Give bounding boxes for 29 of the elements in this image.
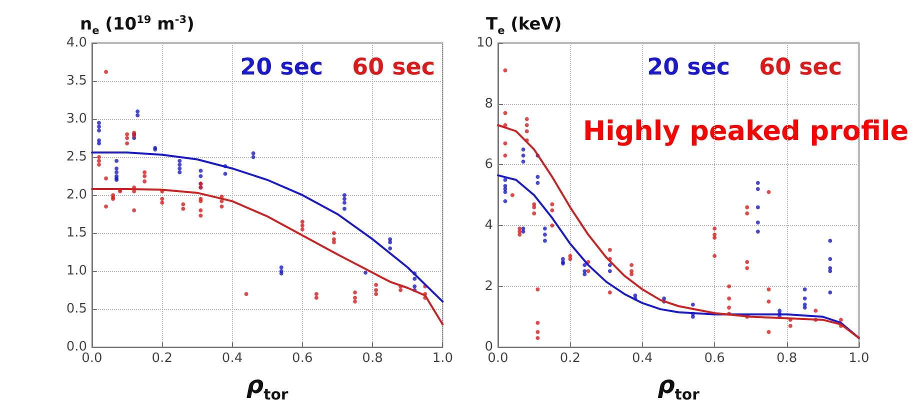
y-tick-label: 3.0 xyxy=(66,112,87,127)
x-tick-label: 0.4 xyxy=(632,351,653,366)
x-tick-label: 1.0 xyxy=(848,351,870,366)
y-tick-label: 1.5 xyxy=(66,226,87,241)
y-tick-label: 4.0 xyxy=(66,36,87,50)
x-tick-label: 0.8 xyxy=(776,351,798,366)
y-tick-label: 1.0 xyxy=(66,264,87,279)
x-tick-label: 0.2 xyxy=(152,351,172,366)
x-tick-label: 1.0 xyxy=(432,351,454,366)
y-tick-label: 2.5 xyxy=(66,150,87,165)
x-tick-label: 0.6 xyxy=(704,351,725,366)
x-tick-label: 0.6 xyxy=(292,351,313,366)
annotation: Highly peaked profile xyxy=(583,116,909,147)
y-tick-label: 10 xyxy=(476,36,493,50)
y-tick-label: 4 xyxy=(484,218,493,234)
x-tick-label: 0.4 xyxy=(222,351,243,366)
text: 20 sec xyxy=(240,54,324,80)
x-tick-label: 0.8 xyxy=(362,351,383,366)
text: 60 sec xyxy=(352,54,435,80)
y-tick-label: 0.5 xyxy=(66,302,87,317)
y-tick-label: 8 xyxy=(484,96,493,112)
x-tick-label: 0.2 xyxy=(560,351,581,366)
y-tick-label: 2 xyxy=(484,278,493,294)
x-tick-label: 0.0 xyxy=(82,351,102,366)
y-tick-label: 2.0 xyxy=(66,188,87,203)
y-tick-label: 3.5 xyxy=(66,74,87,89)
text: 60 sec xyxy=(759,54,842,80)
y-tick-label: 6 xyxy=(484,157,493,172)
text: 20 sec xyxy=(647,54,730,80)
